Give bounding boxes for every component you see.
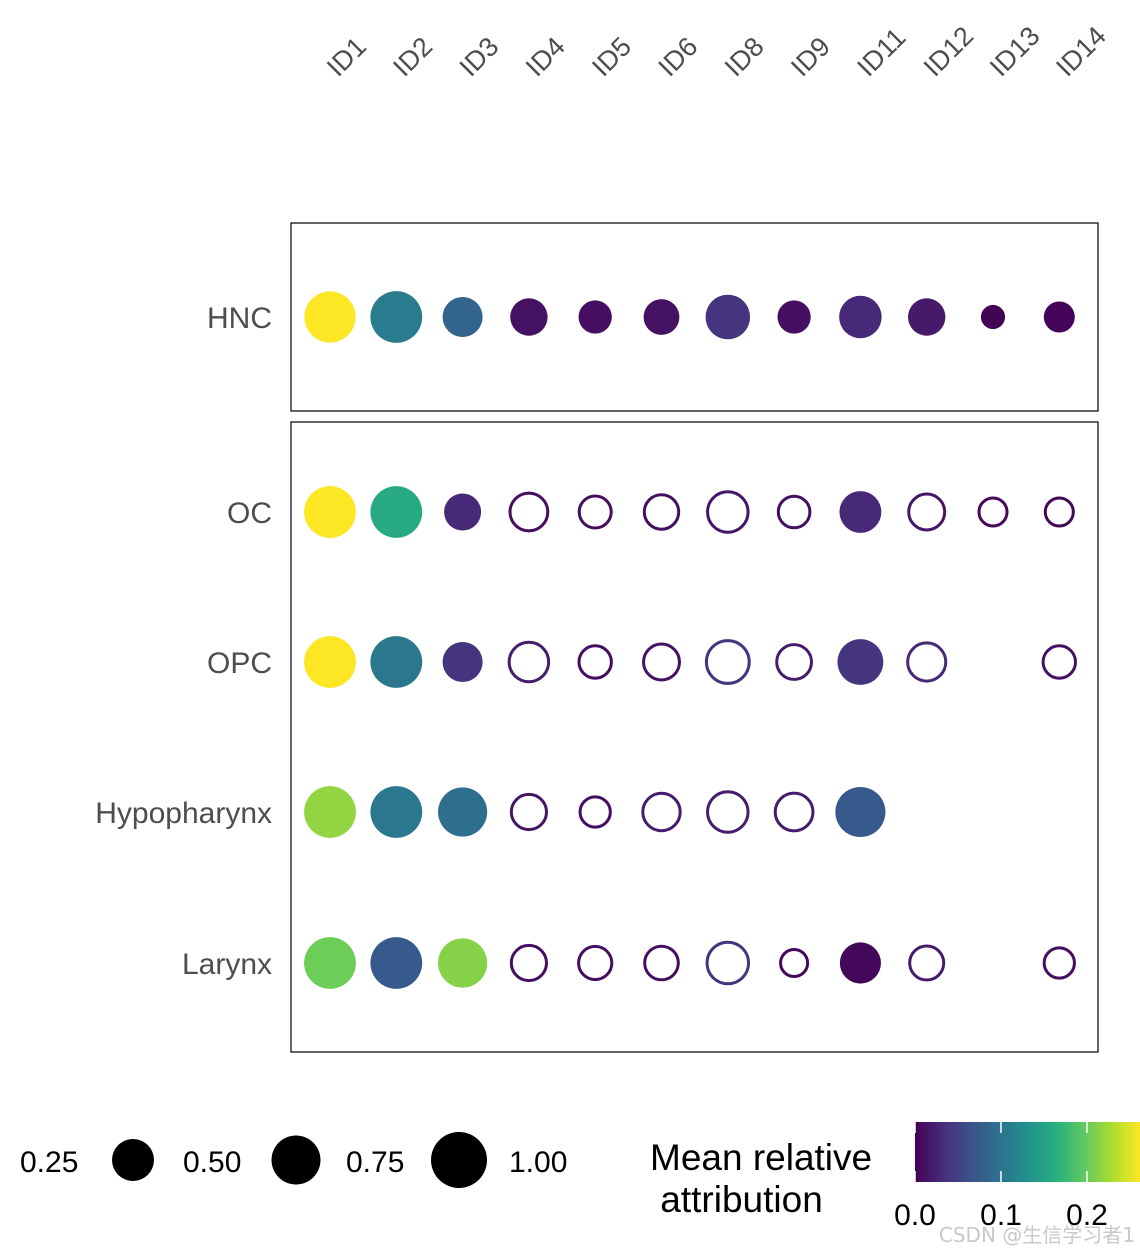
panels [290, 222, 1099, 1053]
color-legend-title-line1: Mean relative [650, 1137, 872, 1178]
column-label: ID6 [653, 31, 704, 82]
data-dot [510, 298, 548, 336]
column-label: ID8 [719, 31, 770, 82]
column-label: ID13 [984, 21, 1046, 83]
row-labels: HNC OC OPC Hypopharynx Larynx [95, 302, 272, 981]
data-dot [705, 294, 751, 340]
colorbar [915, 1122, 1140, 1182]
data-dot [304, 937, 356, 989]
column-label: ID1 [321, 31, 372, 82]
row-label: OPC [207, 647, 272, 680]
data-dot-hollow [577, 494, 613, 530]
data-dot [370, 937, 423, 989]
data-dot-hollow [977, 496, 1009, 528]
data-dot [370, 786, 423, 838]
column-label: ID11 [851, 22, 911, 82]
column-label: ID14 [1050, 21, 1112, 83]
size-legend-label: 0.25 [20, 1146, 78, 1179]
data-dot-hollow [578, 795, 612, 829]
colorbar-ticks: 0.0 0.1 0.2 [894, 1122, 1108, 1232]
data-dot-hollow [775, 643, 813, 681]
color-legend-title-line2: attribution [650, 1179, 823, 1220]
data-dot [777, 300, 811, 334]
color-legend: Mean relative attribution 0.0 0.1 0.2 [650, 1122, 1140, 1232]
watermark: CSDN @生信学习者1 [939, 1223, 1135, 1247]
data-dot [444, 493, 482, 531]
data-dot-hollow [906, 641, 948, 683]
data-dot [370, 291, 423, 343]
data-dot-hollow [642, 642, 681, 682]
size-legend-dot [112, 1139, 154, 1181]
data-dot [839, 942, 881, 984]
row-label: Hypopharynx [95, 797, 272, 830]
size-legend: 0.25 0.50 0.75 1.00 [20, 1132, 567, 1188]
data-dot [304, 291, 356, 343]
data-dot-hollow [509, 943, 548, 983]
colorbar-tick-label: 0.2 [1066, 1199, 1108, 1232]
data-dot [304, 636, 356, 688]
row-label: Larynx [182, 948, 272, 981]
data-dot [1043, 301, 1075, 333]
data-dot-hollow [643, 944, 680, 982]
data-dot-hollow [908, 944, 946, 982]
size-legend-label: 1.00 [509, 1146, 567, 1179]
data-dot [370, 636, 423, 688]
data-dot-hollow [706, 790, 750, 834]
data-dot-hollow [509, 792, 548, 832]
data-dot-hollow [704, 639, 751, 685]
data-dot-hollow [776, 494, 812, 530]
column-label: ID4 [520, 31, 571, 82]
data-dot-hollow [642, 493, 681, 531]
data-dot-hollow [577, 644, 613, 680]
colorbar-tick-label: 0.1 [980, 1199, 1022, 1232]
column-label: ID9 [785, 31, 836, 82]
data-dot [438, 787, 488, 837]
data-dot [304, 786, 356, 838]
data-dot [370, 486, 423, 538]
size-legend-dot [431, 1132, 487, 1188]
data-dot-hollow [779, 947, 810, 979]
data-dot-hollow [773, 791, 815, 833]
data-dot-hollow [705, 940, 751, 986]
row-label: HNC [207, 302, 272, 335]
data-dot-hollow [507, 640, 551, 684]
size-legend-label: 0.75 [346, 1146, 404, 1179]
column-labels: ID1 ID2 ID3 ID4 ID5 ID6 ID8 ID9 ID11 ID12 ID13 ID14 [321, 21, 1112, 83]
data-dot [442, 641, 483, 683]
data-dot [438, 938, 488, 988]
data-dot-hollow [641, 791, 682, 833]
column-label: ID12 [918, 21, 980, 83]
data-dot [837, 639, 884, 685]
data-dot-hollow [577, 944, 614, 982]
data-dot [578, 300, 612, 334]
size-legend-dot [271, 1135, 321, 1185]
data-dot [442, 296, 483, 338]
size-legend-label: 0.50 [183, 1146, 241, 1179]
colorbar-tick-label: 0.0 [894, 1199, 936, 1232]
data-dot-hollow [508, 491, 550, 533]
data-dot-hollow [706, 490, 750, 534]
data-dot [304, 486, 356, 538]
data-dot-hollow [1041, 644, 1078, 680]
column-label: ID5 [586, 31, 637, 82]
data-dot [980, 304, 1006, 330]
data-dot [839, 295, 882, 339]
row-label: OC [227, 497, 272, 530]
data-dot [835, 786, 886, 838]
dots [304, 291, 1078, 989]
data-dot-hollow [907, 492, 947, 532]
data-dot-hollow [1042, 946, 1076, 980]
data-dot [907, 298, 946, 336]
column-label: ID3 [454, 31, 505, 82]
data-dot [643, 299, 680, 335]
facet-panel [290, 222, 1099, 412]
column-label: ID2 [387, 31, 438, 82]
facet-panel [290, 421, 1099, 1053]
data-dot [839, 491, 882, 533]
data-dot-hollow [1043, 496, 1075, 528]
